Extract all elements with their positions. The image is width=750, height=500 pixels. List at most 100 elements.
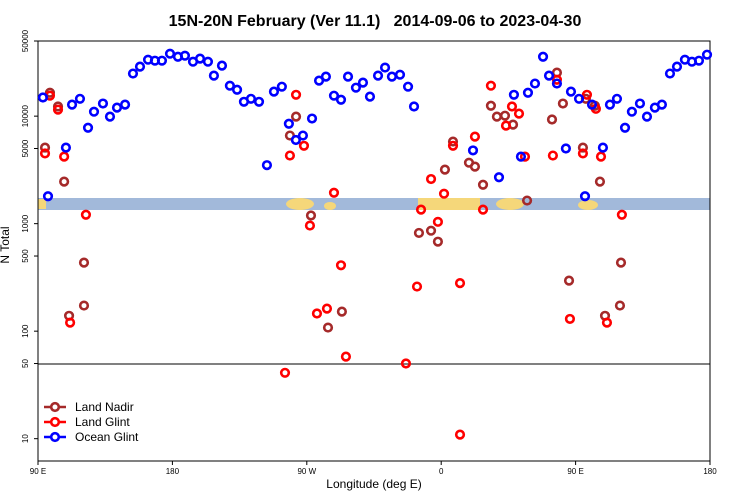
point xyxy=(477,204,489,215)
point xyxy=(231,84,243,95)
land-strip xyxy=(324,202,336,210)
point xyxy=(415,204,427,215)
point xyxy=(290,89,302,100)
point xyxy=(179,50,191,61)
point xyxy=(577,148,589,159)
point xyxy=(671,61,683,72)
y-tick-label: 10000 xyxy=(21,104,30,127)
point xyxy=(60,142,72,153)
x-tick-label: 180 xyxy=(703,467,717,476)
y-tick-label: 50000 xyxy=(21,29,30,52)
point xyxy=(328,90,340,101)
point xyxy=(469,161,481,172)
point xyxy=(641,111,653,122)
point xyxy=(59,176,70,187)
x-tick-label: 90 E xyxy=(567,467,583,476)
point xyxy=(565,86,577,97)
point xyxy=(408,101,420,112)
land-strip xyxy=(286,198,314,210)
point xyxy=(611,93,623,104)
land-strip xyxy=(496,198,524,210)
point xyxy=(447,136,459,147)
point xyxy=(322,322,334,333)
point xyxy=(577,142,589,153)
point xyxy=(127,68,139,79)
legend-label: Land Nadir xyxy=(75,400,134,414)
point xyxy=(350,82,362,93)
point xyxy=(208,70,220,81)
point xyxy=(425,225,437,236)
point xyxy=(194,53,206,64)
point xyxy=(586,99,598,110)
point xyxy=(328,187,340,198)
point xyxy=(394,69,406,80)
point xyxy=(616,209,627,220)
point xyxy=(59,151,70,162)
point xyxy=(342,71,354,82)
point xyxy=(402,81,414,92)
land-strip xyxy=(38,199,46,209)
point xyxy=(261,160,273,171)
point xyxy=(477,179,489,190)
x-tick-label: 90 E xyxy=(30,467,46,476)
point xyxy=(245,93,257,104)
point xyxy=(485,100,497,111)
point xyxy=(284,150,296,161)
point xyxy=(438,188,450,199)
point xyxy=(216,60,228,71)
point xyxy=(493,172,505,183)
point xyxy=(581,89,593,100)
point xyxy=(39,142,51,153)
point xyxy=(156,55,168,66)
chart-title: 15N-20N February (Ver 11.1) 2014-09-06 t… xyxy=(169,13,582,30)
point xyxy=(634,98,646,109)
point xyxy=(74,93,86,104)
point xyxy=(522,87,534,98)
point xyxy=(290,111,302,122)
point xyxy=(39,148,51,159)
point xyxy=(595,151,607,162)
legend-label: Land Glint xyxy=(75,415,130,429)
point xyxy=(656,99,668,110)
point xyxy=(546,114,558,125)
point xyxy=(467,145,479,156)
point xyxy=(560,143,571,154)
point xyxy=(88,106,100,117)
point xyxy=(500,120,512,131)
point xyxy=(364,91,376,102)
point xyxy=(508,89,520,100)
x-tick-label: 180 xyxy=(166,467,180,476)
point xyxy=(413,227,425,239)
point xyxy=(78,257,90,268)
point xyxy=(37,92,49,103)
point xyxy=(66,99,78,110)
x-tick-label: 90 W xyxy=(297,467,316,476)
point xyxy=(551,78,563,89)
y-tick-label: 100 xyxy=(21,324,30,338)
point xyxy=(515,151,527,162)
point xyxy=(529,78,541,89)
point xyxy=(485,80,497,91)
plot-frame xyxy=(37,40,711,462)
legend-marker xyxy=(49,416,61,428)
point xyxy=(78,300,90,311)
point xyxy=(447,140,459,151)
point xyxy=(379,62,391,73)
point xyxy=(601,317,613,328)
y-axis-label: N Total xyxy=(0,226,12,263)
point xyxy=(97,98,109,109)
point xyxy=(614,300,626,311)
point xyxy=(320,71,332,82)
point xyxy=(499,110,511,121)
x-axis-label: Longitude (deg E) xyxy=(326,477,421,491)
point xyxy=(134,61,146,72)
point xyxy=(335,94,347,105)
point xyxy=(573,93,585,104)
point xyxy=(594,176,606,187)
y-tick-label: 10 xyxy=(21,434,30,443)
point xyxy=(425,173,437,185)
point xyxy=(297,130,309,141)
y-tick-label: 500 xyxy=(21,249,30,263)
